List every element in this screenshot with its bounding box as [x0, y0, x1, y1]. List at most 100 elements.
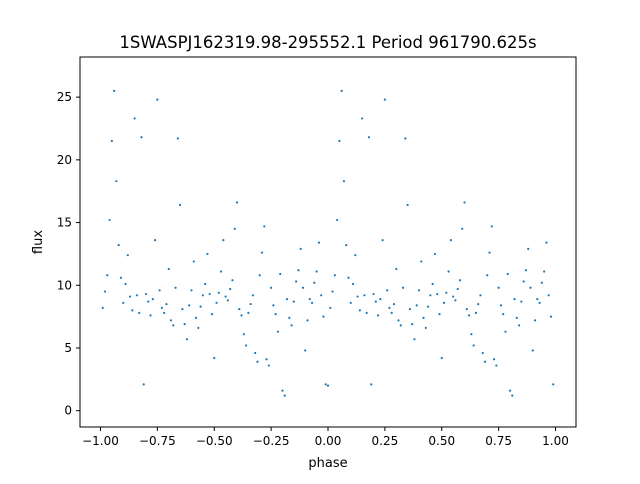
data-point [190, 289, 193, 292]
data-point [397, 319, 400, 322]
data-point [176, 137, 179, 140]
y-tick-label: 20 [57, 153, 72, 167]
data-point [445, 291, 448, 294]
data-point [167, 267, 170, 271]
data-point [367, 136, 371, 139]
data-point [381, 239, 384, 242]
data-point [267, 364, 270, 367]
data-point [490, 225, 493, 228]
data-point [108, 218, 111, 222]
data-point [244, 344, 248, 347]
data-point [272, 304, 275, 307]
data-point [101, 306, 104, 309]
data-point [174, 286, 177, 289]
data-point [340, 89, 343, 92]
data-point [192, 260, 195, 263]
data-point [260, 251, 264, 254]
y-tick-label: 25 [57, 90, 72, 104]
x-tick-label: 0.75 [485, 434, 512, 448]
data-point [201, 294, 204, 297]
data-point [144, 292, 148, 296]
data-point [133, 117, 136, 120]
data-point [383, 98, 386, 101]
data-point [345, 244, 348, 247]
data-point [479, 294, 482, 297]
y-axis-label: flux [31, 230, 46, 254]
data-point [436, 292, 439, 296]
data-point [356, 295, 359, 298]
data-point [210, 313, 214, 316]
data-point [349, 301, 352, 304]
x-axis-label: phase [308, 456, 347, 471]
data-point [320, 294, 323, 297]
data-point [420, 260, 423, 263]
data-point [527, 247, 530, 250]
data-point [249, 302, 252, 306]
data-point [401, 286, 405, 289]
data-point [417, 289, 421, 292]
x-tick-label: −1.00 [82, 434, 119, 448]
data-point [413, 338, 416, 341]
data-point [258, 274, 261, 277]
data-point [506, 272, 509, 276]
data-point [365, 311, 368, 314]
x-tick-label: 0.25 [372, 434, 399, 448]
data-point [254, 351, 257, 355]
data-point [538, 301, 541, 304]
data-point [495, 364, 498, 367]
data-point [306, 319, 309, 322]
data-point [295, 280, 298, 283]
data-point [270, 286, 273, 289]
data-point [386, 289, 389, 292]
data-point [399, 324, 402, 327]
data-point [379, 297, 382, 301]
data-point [160, 306, 164, 309]
data-point [285, 297, 289, 301]
data-point [206, 252, 209, 256]
data-point [106, 274, 109, 277]
data-point [215, 301, 218, 304]
data-point [326, 384, 330, 387]
data-point [497, 286, 500, 289]
data-point [342, 180, 346, 183]
x-tick-label: −0.25 [253, 434, 290, 448]
data-point [540, 281, 543, 284]
data-point [194, 316, 198, 319]
data-point [247, 311, 250, 314]
data-point [265, 358, 268, 361]
data-point [313, 281, 316, 284]
data-point [511, 394, 514, 397]
data-point [222, 239, 225, 242]
data-point [433, 252, 437, 256]
data-point [163, 311, 166, 314]
data-point [153, 239, 157, 242]
data-point [488, 251, 491, 254]
x-tick-label: −0.50 [196, 434, 233, 448]
data-point [242, 333, 245, 336]
data-point [224, 295, 227, 298]
data-point [149, 314, 152, 317]
data-point [333, 274, 336, 277]
data-point [429, 294, 432, 297]
data-point [361, 117, 364, 120]
data-point [411, 323, 414, 326]
data-point [110, 139, 113, 143]
data-point [165, 302, 168, 306]
data-point [331, 290, 334, 293]
data-point [486, 274, 489, 277]
data-point [103, 290, 107, 293]
data-point [465, 308, 468, 311]
data-point [463, 201, 466, 204]
data-point [197, 326, 200, 330]
data-point [390, 311, 393, 314]
data-point [363, 294, 366, 297]
data-point [119, 276, 123, 279]
y-tick-label: 5 [64, 341, 72, 355]
data-point [297, 269, 300, 272]
data-point [138, 311, 141, 314]
data-point [376, 314, 380, 317]
data-point [529, 286, 532, 289]
data-point [422, 316, 425, 319]
